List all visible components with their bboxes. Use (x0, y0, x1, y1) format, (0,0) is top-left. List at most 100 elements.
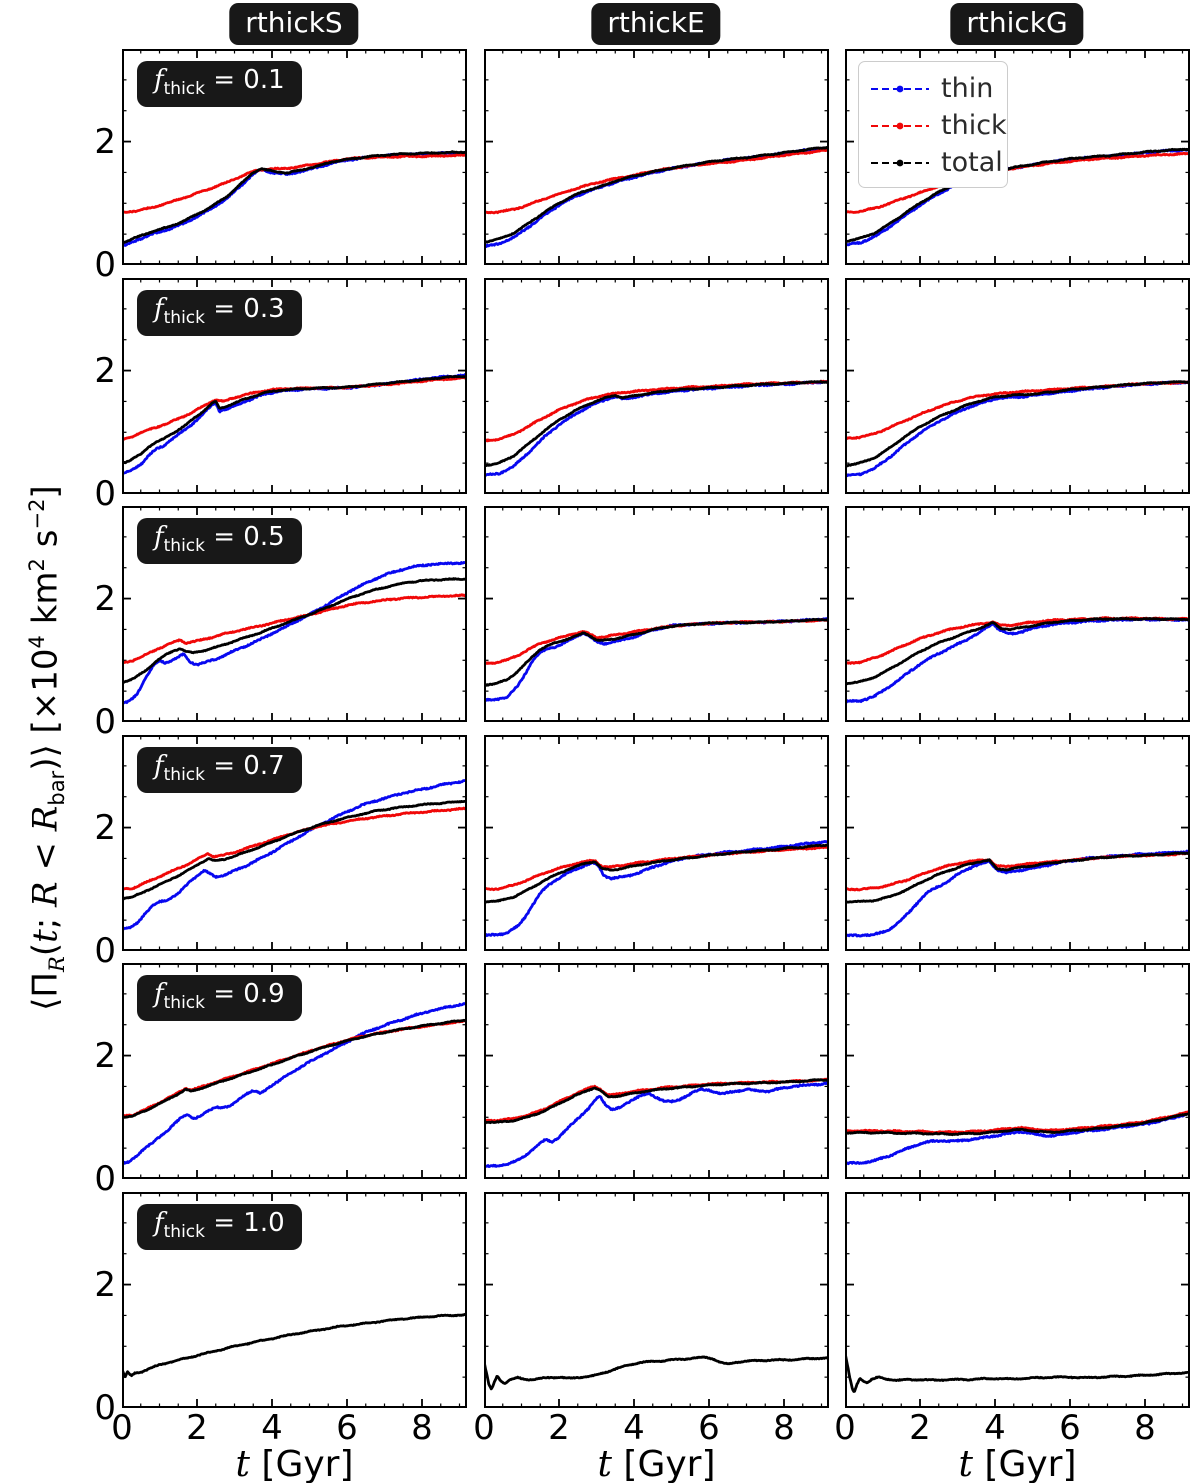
curve-thick (484, 379, 829, 443)
plot-panel-row2-col2 (845, 506, 1190, 722)
curve-thick (122, 376, 467, 441)
panel-frame (484, 506, 829, 722)
curve-total (845, 1111, 1190, 1137)
panel-frame (122, 1192, 467, 1408)
x-tick-label-col2-6: 6 (1059, 1408, 1081, 1448)
legend-line-total-icon (871, 159, 929, 166)
curve-thick (122, 153, 467, 214)
y-tick-label-row1-0: 0 (94, 474, 116, 514)
y-tick-label-row1-2: 2 (94, 350, 116, 391)
plot-panel-row3-col0 (122, 735, 467, 951)
legend-label-total: total (941, 147, 1003, 178)
curve-total (845, 147, 1190, 244)
legend-entry-total: total (859, 144, 1007, 181)
plot-panel-row1-col2 (845, 278, 1190, 494)
panel-frame (845, 963, 1190, 1179)
y-tick-label-row2-2: 2 (94, 578, 116, 619)
y-tick-label-row3-2: 2 (94, 807, 116, 848)
plot-panel-row2-col1 (484, 506, 829, 722)
y-tick-label-row4-0: 0 (94, 1159, 116, 1199)
y-tick-label-row0-0: 0 (94, 245, 116, 285)
legend-line-thin-icon (871, 85, 929, 92)
column-title-rthickG: rthickG (950, 3, 1084, 45)
curve-total (484, 146, 829, 244)
curve-thin (122, 560, 467, 706)
plot-panel-row2-col0 (122, 506, 467, 722)
legend-entry-thick: thick (859, 107, 1007, 144)
curve-total (845, 851, 1190, 904)
x-tick-label-col0-8: 8 (411, 1408, 433, 1448)
column-title-rthickE: rthickE (591, 3, 721, 45)
curve-thin (484, 379, 829, 478)
row-label-fthick-0.9: fthick = 0.9 (137, 975, 302, 1022)
legend-entry-thin: thin (859, 70, 1007, 107)
x-tick-label-col1-2: 2 (548, 1408, 570, 1448)
y-tick-label-row5-0: 0 (94, 1388, 116, 1428)
panel-frame (484, 1192, 829, 1408)
curve-thick (845, 380, 1190, 440)
plot-panel-row0-col0 (122, 49, 467, 265)
x-axis-title-col2: t [Gyr] (958, 1444, 1077, 1483)
curve-thin (845, 1111, 1190, 1166)
panel-frame (122, 506, 467, 722)
curve-total (484, 1355, 829, 1391)
x-tick-label-col1-6: 6 (698, 1408, 720, 1448)
plot-panel-row4-col2 (845, 963, 1190, 1179)
plot-panel-row1-col0 (122, 278, 467, 494)
panel-frame (484, 49, 829, 265)
row-label-fthick-0.5: fthick = 0.5 (137, 518, 302, 565)
panel-frame (845, 735, 1190, 951)
plot-panel-row0-col1 (484, 49, 829, 265)
x-tick-label-col0-2: 2 (186, 1408, 208, 1448)
curve-thick (484, 148, 829, 215)
x-tick-label-col0-4: 4 (261, 1408, 283, 1448)
panel-frame (122, 735, 467, 951)
curve-thin (122, 778, 467, 932)
panel-frame (845, 278, 1190, 494)
y-tick-label-row2-0: 0 (94, 702, 116, 742)
curve-total (122, 577, 467, 685)
row-label-fthick-0.7: fthick = 0.7 (137, 747, 302, 794)
x-axis-title-col1: t [Gyr] (597, 1444, 716, 1483)
plot-panel-row5-col2 (845, 1192, 1190, 1408)
curve-total (484, 1078, 829, 1125)
panel-frame (122, 963, 467, 1179)
y-tick-label-row3-0: 0 (94, 931, 116, 971)
curve-thin (484, 1080, 829, 1169)
plot-panel-row4-col1 (484, 963, 829, 1179)
row-label-fthick-0.1: fthick = 0.1 (137, 61, 302, 108)
curve-thick (122, 593, 467, 665)
curve-total (484, 843, 829, 904)
curve-thin (845, 617, 1190, 704)
curve-thin (484, 146, 829, 248)
curve-total (122, 150, 467, 245)
panel-frame (845, 1192, 1190, 1408)
row-label-fthick-1.0: fthick = 1.0 (137, 1204, 302, 1251)
curve-thin (122, 1000, 467, 1166)
plot-panel-row5-col0 (122, 1192, 467, 1408)
x-tick-label-col1-8: 8 (773, 1408, 795, 1448)
curve-thin (484, 616, 829, 703)
curve-thick (845, 616, 1190, 665)
curve-total (845, 380, 1190, 468)
x-tick-label-col0-6: 6 (336, 1408, 358, 1448)
panel-frame (484, 963, 829, 1179)
plot-panel-row5-col1 (484, 1192, 829, 1408)
curve-total (122, 1312, 467, 1379)
legend-line-thick-icon (871, 122, 929, 129)
legend: thin thick total (858, 61, 1008, 188)
x-tick-label-col2-2: 2 (909, 1408, 931, 1448)
column-title-rthickS: rthickS (229, 3, 359, 45)
x-tick-label-col2-0: 0 (834, 1408, 856, 1448)
x-tick-label-col2-8: 8 (1134, 1408, 1156, 1448)
plot-panel-row4-col0 (122, 963, 467, 1179)
curve-thick (122, 1019, 467, 1118)
x-tick-label-col1-4: 4 (623, 1408, 645, 1448)
x-tick-label-col2-4: 4 (984, 1408, 1006, 1448)
row-label-fthick-0.3: fthick = 0.3 (137, 290, 302, 337)
panel-frame (122, 278, 467, 494)
curve-total (484, 380, 829, 468)
curve-total (122, 375, 467, 465)
curve-total (845, 616, 1190, 686)
